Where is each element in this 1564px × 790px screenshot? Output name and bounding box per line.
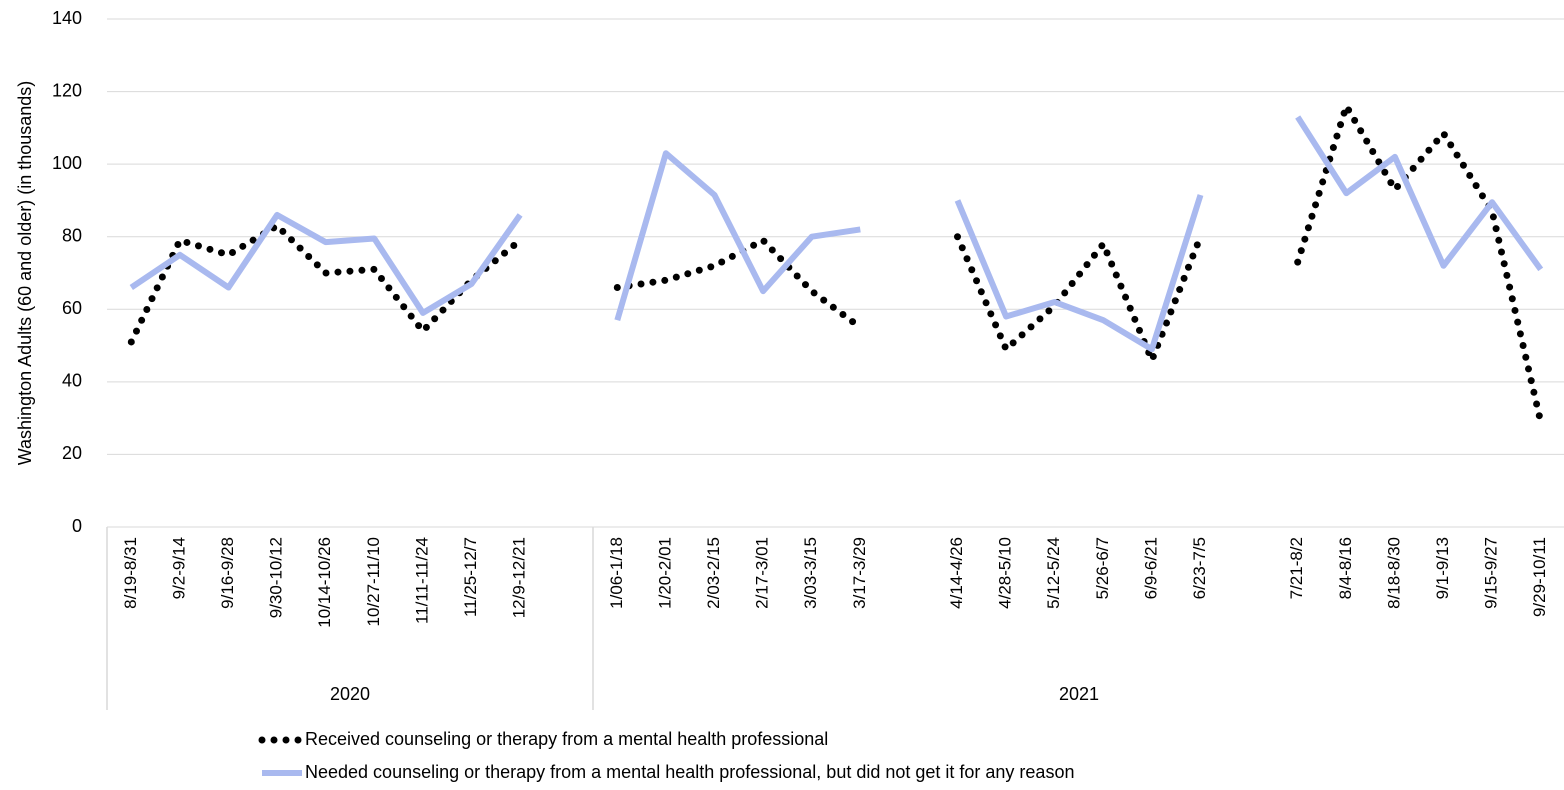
x-tick-label: 2/03-2/15 xyxy=(704,537,723,609)
y-tick-label: 140 xyxy=(52,8,82,28)
x-tick-label: 8/19-8/31 xyxy=(121,537,140,609)
x-tick-label: 12/9-12/21 xyxy=(510,537,529,618)
y-tick-label: 120 xyxy=(52,80,82,100)
x-tick-label: 9/1-9/13 xyxy=(1433,537,1452,599)
y-tick-label: 40 xyxy=(62,371,82,391)
x-tick-label: 9/30-10/12 xyxy=(267,537,286,618)
x-tick-label: 9/16-9/28 xyxy=(218,537,237,609)
legend-label: Needed counseling or therapy from a ment… xyxy=(305,762,1074,782)
y-tick-label: 100 xyxy=(52,153,82,173)
x-tick-label: 5/12-5/24 xyxy=(1044,537,1063,609)
x-tick-label: 3/03-3/15 xyxy=(801,537,820,609)
series-line xyxy=(127,97,1545,426)
x-tick-label: 6/9-6/21 xyxy=(1141,537,1160,599)
x-tick-label: 1/20-2/01 xyxy=(655,537,674,609)
group-label: 2021 xyxy=(1059,684,1099,704)
x-tick-label: 11/11-11/24 xyxy=(412,537,431,624)
x-tick-label: 1/06-1/18 xyxy=(607,537,626,609)
x-tick-label: 11/25-12/7 xyxy=(461,537,480,617)
x-tick-label: 5/26-6/7 xyxy=(1093,537,1112,599)
x-tick-label: 8/4-8/16 xyxy=(1336,537,1355,599)
y-axis-title: Washington Adults (60 and older) (in tho… xyxy=(15,81,35,466)
x-tick-label: 9/15-9/27 xyxy=(1482,537,1501,609)
x-tick-label: 8/18-8/30 xyxy=(1384,537,1403,609)
y-tick-label: 60 xyxy=(62,298,82,318)
x-tick-label: 4/28-5/10 xyxy=(996,537,1015,609)
y-tick-label: 20 xyxy=(62,443,82,463)
y-tick-label: 0 xyxy=(72,516,82,536)
x-tick-label: 4/14-4/26 xyxy=(947,537,966,609)
x-tick-label: 9/2-9/14 xyxy=(169,537,188,599)
x-tick-label: 3/17-3/29 xyxy=(850,537,869,609)
group-label: 2020 xyxy=(330,684,370,704)
x-tick-label: 10/27-11/10 xyxy=(364,537,383,626)
legend-label: Received counseling or therapy from a me… xyxy=(305,729,828,749)
y-tick-label: 80 xyxy=(62,225,82,245)
x-tick-label: 10/14-10/26 xyxy=(315,537,334,628)
series-line xyxy=(129,115,1544,353)
x-tick-label: 2/17-3/01 xyxy=(753,537,772,609)
x-tick-label: 6/23-7/5 xyxy=(1190,537,1209,599)
x-tick-label: 9/29-10/11 xyxy=(1530,537,1549,617)
x-tick-label: 7/21-8/2 xyxy=(1287,537,1306,599)
